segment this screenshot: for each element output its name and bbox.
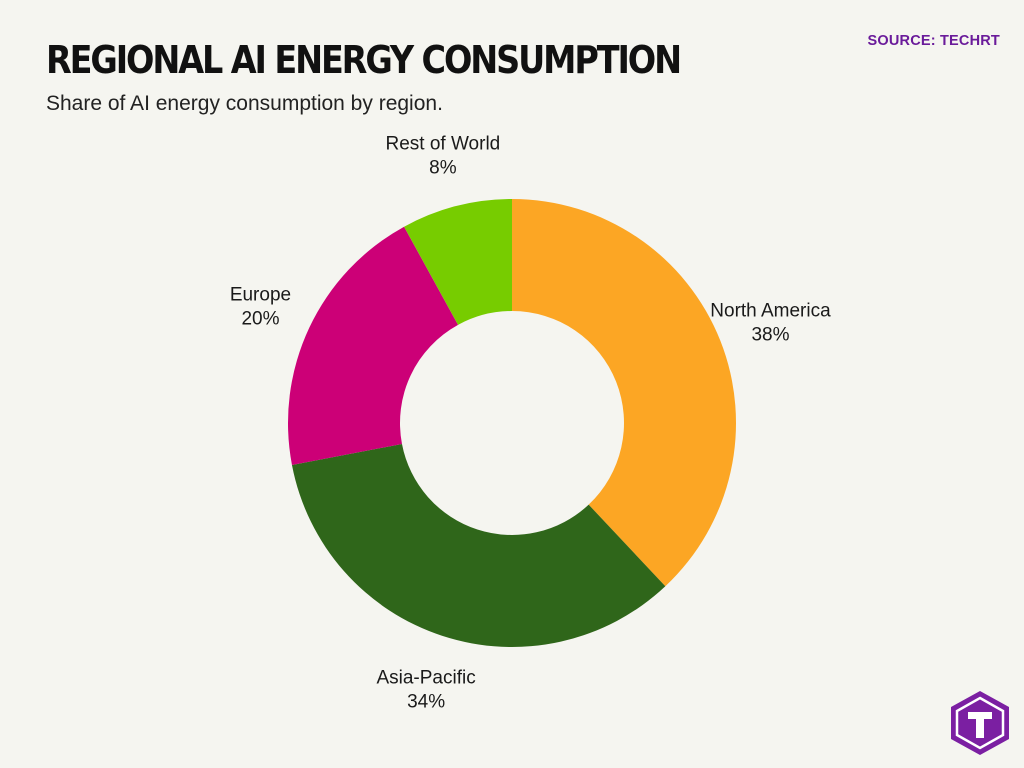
chart-subtitle: Share of AI energy consumption by region… bbox=[46, 92, 443, 115]
slice-label-asia-pacific: Asia-Pacific bbox=[376, 667, 475, 688]
slice-labels: North America 38% Asia-Pacific 34% Europe 20%… bbox=[230, 134, 831, 713]
slice-north-america bbox=[512, 199, 737, 587]
source-label: SOURCE: TECHRT bbox=[867, 33, 1000, 49]
slice-asia-pacific bbox=[291, 443, 666, 648]
slice-value-asia-pacific: 34% bbox=[407, 691, 445, 712]
slice-label-rest-of-world: Rest of World bbox=[385, 134, 500, 155]
slice-label-north-america: North America bbox=[710, 301, 831, 322]
slice-value-rest-of-world: 8% bbox=[429, 158, 457, 179]
slice-rest-of-world bbox=[404, 199, 512, 325]
chart-title: REGIONAL AI ENERGY CONSUMPTION bbox=[46, 38, 682, 82]
slice-europe bbox=[288, 226, 459, 465]
slice-value-europe: 20% bbox=[241, 309, 279, 330]
techrt-t-logo-icon bbox=[951, 691, 1009, 755]
slice-value-north-america: 38% bbox=[751, 325, 789, 346]
donut-slices bbox=[288, 199, 737, 648]
slice-label-europe: Europe bbox=[230, 285, 291, 306]
